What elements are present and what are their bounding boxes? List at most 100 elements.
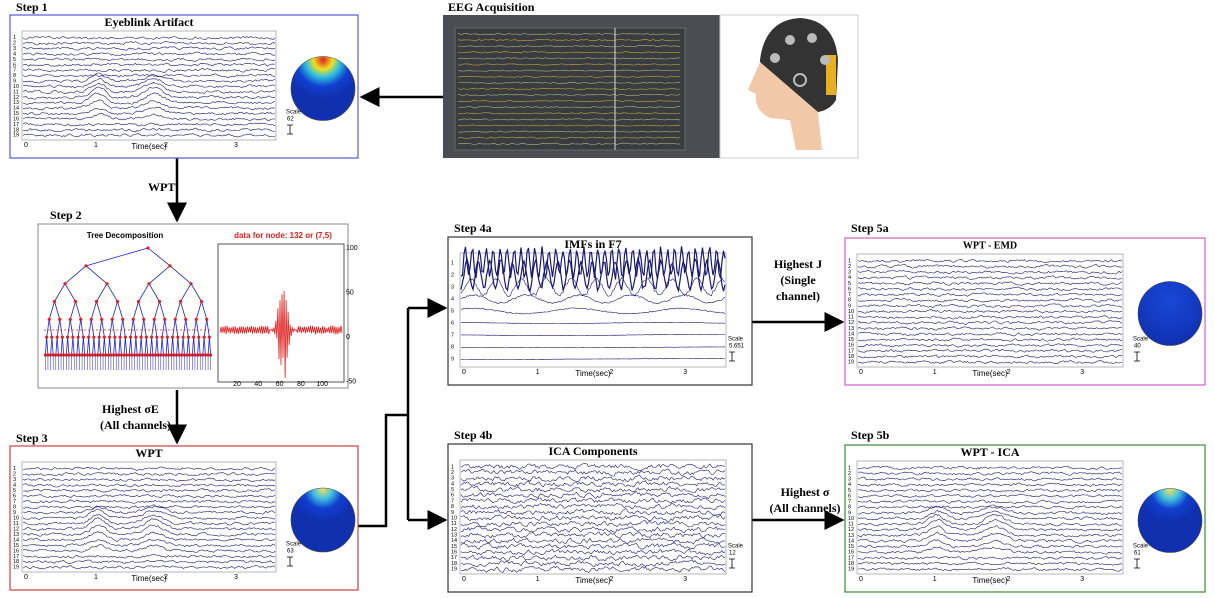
tree-node [66, 336, 69, 339]
tree-node [163, 318, 166, 321]
tree-node [176, 336, 179, 339]
channel-label: 19 [848, 567, 854, 573]
channel-label: 5 [451, 308, 454, 314]
x-tick-label: 40 [254, 381, 262, 388]
x-tick-label: 3 [1080, 576, 1084, 583]
tree-node [155, 336, 158, 339]
channel-label: 4 [451, 296, 454, 302]
x-axis-label: Time(sec) [575, 369, 611, 378]
panel-title: WPT - EMD [963, 240, 1017, 251]
scalp-map [291, 57, 355, 121]
tree-node [48, 318, 51, 321]
tree-node [77, 336, 80, 339]
tree-node [129, 336, 132, 339]
x-tick-label: 20 [233, 381, 241, 388]
scale-value: 5.651 [729, 344, 745, 350]
x-tick-label: 3 [234, 574, 238, 581]
y-tick-label: 0 [346, 334, 350, 341]
tree-node [111, 318, 114, 321]
tree-node [95, 300, 98, 303]
tree-node [132, 318, 135, 321]
tree-node [50, 336, 53, 339]
tree-node [137, 300, 140, 303]
tree-node [119, 336, 122, 339]
panel-title: ICA Components [548, 444, 637, 458]
scale-value: 12 [729, 551, 736, 557]
tree-node [192, 336, 195, 339]
tree-node [113, 336, 116, 339]
channel-label: 19 [451, 567, 457, 573]
x-tick-label: 0 [859, 576, 863, 583]
tree-node [200, 300, 203, 303]
channel-label: 2 [451, 272, 454, 278]
x-tick-label: 1 [94, 142, 98, 149]
channel-label: 19 [13, 133, 19, 139]
step-label: Step 1 [16, 0, 48, 14]
scale-label: Scale [286, 542, 302, 548]
scale-label: Scale [728, 337, 744, 343]
tree-node [161, 336, 164, 339]
tree-node [208, 336, 211, 339]
tree-node [108, 336, 111, 339]
y-tick-label: 50 [346, 289, 354, 296]
x-tick-label: 0 [859, 369, 863, 376]
x-tick-label: 1 [94, 574, 98, 581]
tree-node [145, 336, 148, 339]
tree-node [184, 318, 187, 321]
step-label: Step 2 [50, 208, 82, 222]
tree-node [197, 336, 200, 339]
step-label: Step 5b [851, 428, 890, 442]
tree-node [53, 300, 56, 303]
tree-node [147, 282, 150, 285]
channel-label: 19 [13, 565, 19, 571]
tree-node [58, 318, 61, 321]
channel-label: 1 [451, 260, 454, 266]
tree-node [82, 336, 85, 339]
scalp-map [1138, 282, 1202, 346]
tree-node [174, 318, 177, 321]
tree-node [179, 300, 182, 303]
tree-node [134, 336, 137, 339]
tree-node [90, 318, 93, 321]
x-axis-label: Time(sec) [972, 576, 1008, 585]
tree-node [84, 264, 87, 267]
tree-node [140, 336, 143, 339]
channel-label: 6 [451, 320, 454, 326]
panel-title: WPT [135, 446, 162, 460]
arrow-label: Highest σE [102, 402, 159, 416]
tree-node [124, 336, 127, 339]
tree-node [79, 318, 82, 321]
panel-title: Eyeblink Artifact [105, 15, 194, 29]
scale-value: 61 [1134, 551, 1141, 557]
tree-node [98, 336, 101, 339]
x-tick-label: 1 [536, 369, 540, 376]
tree-node [146, 246, 149, 249]
x-tick-label: 3 [683, 369, 687, 376]
tree-title: Tree Decomposition [87, 231, 164, 240]
scale-label: Scale [1133, 544, 1149, 550]
panel-title: WPT - ICA [960, 445, 1019, 459]
diagram: EEG Acquisition WPT Highest σE (All chan… [0, 0, 1215, 593]
tree-node [166, 336, 169, 339]
scale-value: 63 [287, 549, 294, 555]
tree-node [150, 336, 153, 339]
channel-label: 19 [848, 360, 854, 366]
tree-node [74, 300, 77, 303]
x-axis-label: Time(sec) [131, 574, 167, 583]
arrow-label: Highest σ [781, 485, 830, 499]
tree-node [63, 282, 66, 285]
y-tick-label: -50 [346, 379, 356, 386]
tree-node [61, 336, 64, 339]
tree-node [69, 318, 72, 321]
scale-value: 62 [287, 117, 294, 123]
tree-node [87, 336, 90, 339]
step-label: Step 5a [851, 221, 889, 235]
tree-node [105, 282, 108, 285]
tree-node [203, 336, 206, 339]
tree-node [205, 318, 208, 321]
tree-node [45, 336, 48, 339]
arrow-label: (Single [780, 273, 816, 287]
x-tick-label: 80 [297, 381, 305, 388]
x-tick-label: 0 [462, 576, 466, 583]
x-tick-label: 1 [536, 576, 540, 583]
